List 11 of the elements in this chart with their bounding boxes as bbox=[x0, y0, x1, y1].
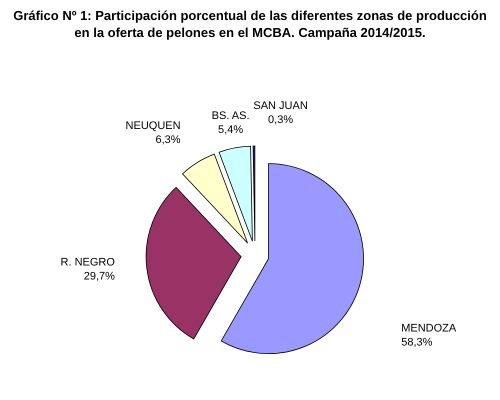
data-label: 5,4% bbox=[218, 124, 244, 136]
slice-label: BS. AS. bbox=[212, 110, 250, 122]
chart-title: Gráfico Nº 1: Participación porcentual de las diferentes zonas de producción en la oferta de pelones en el MCBA. Campaña 2014/2015. bbox=[13, 8, 487, 40]
data-label: 0,3% bbox=[268, 114, 294, 126]
slice-label: SAN JUAN bbox=[253, 100, 308, 112]
data-label: 29,7% bbox=[84, 270, 116, 282]
slice-label: MENDOZA bbox=[401, 322, 457, 334]
data-label: 6,3% bbox=[155, 134, 181, 146]
data-label: 58,3% bbox=[401, 336, 433, 348]
slice-label: NEUQUEN bbox=[126, 120, 181, 132]
slice-label: R. NEGRO bbox=[60, 256, 116, 268]
